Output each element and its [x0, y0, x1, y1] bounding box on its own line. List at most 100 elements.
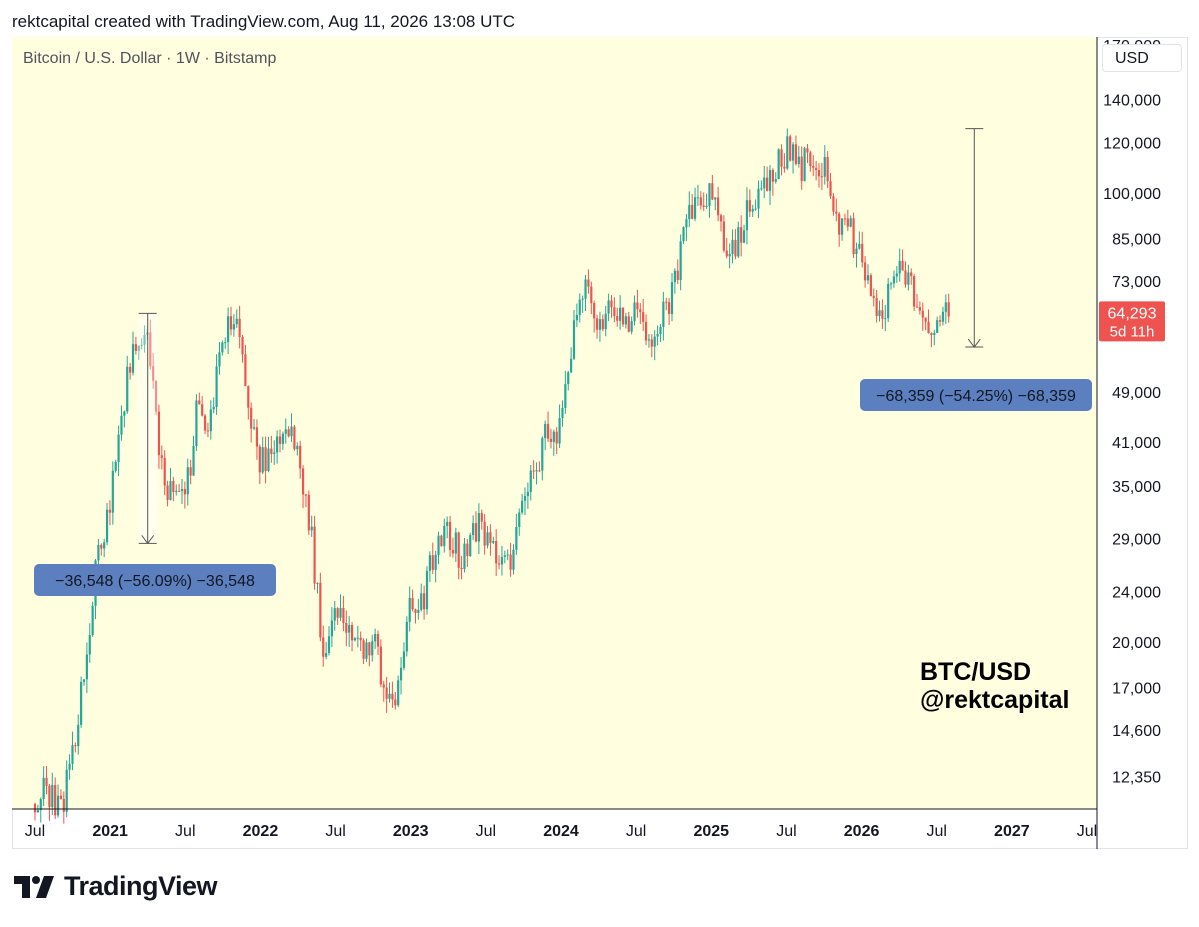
candle-body	[385, 687, 388, 699]
candle-body	[428, 555, 431, 571]
candle-body	[500, 556, 504, 565]
price-axis: 170,000140,000120,000100,00085,00073,000…	[1096, 37, 1161, 849]
candle-body	[670, 282, 674, 315]
price-tick-label: 140,000	[1103, 92, 1161, 109]
candle-body	[815, 167, 818, 171]
candle-body	[570, 358, 573, 373]
candle-body	[319, 582, 322, 638]
candle-body	[904, 270, 907, 285]
candle-body	[371, 641, 374, 656]
candle-body	[172, 481, 175, 493]
candle-body	[866, 275, 870, 281]
candle-body	[486, 532, 489, 546]
candle-body	[310, 526, 313, 531]
candle-body	[134, 344, 137, 351]
candle-body	[45, 777, 48, 786]
candle-body	[650, 339, 653, 347]
candle-body	[336, 608, 339, 618]
candle-body	[598, 319, 602, 330]
candle-body	[708, 183, 711, 206]
candle-body	[665, 301, 668, 303]
candle-body	[846, 218, 849, 227]
measurements: −36,548 (−56.09%) −36,548 −68,359 (−54.25…	[34, 128, 1092, 596]
watermark-author: @rektcapital	[920, 686, 1070, 714]
candle-body	[552, 431, 555, 442]
candle-body	[394, 699, 397, 706]
candle-body	[345, 622, 348, 633]
candle-body	[601, 319, 604, 330]
candle-body	[526, 491, 529, 497]
candle-body	[714, 197, 717, 200]
candle-body	[281, 433, 284, 444]
candle-body	[232, 324, 235, 330]
candle-body	[702, 205, 705, 207]
candle-body	[36, 810, 39, 813]
candle-body	[757, 188, 760, 209]
candle-body	[376, 634, 380, 647]
candle-body	[838, 213, 841, 235]
candle-body	[572, 320, 576, 359]
candle-body	[111, 470, 114, 513]
candle-body	[267, 448, 270, 472]
currency-button[interactable]: USD	[1102, 44, 1182, 72]
candle-body	[126, 366, 129, 412]
candle-body	[892, 276, 896, 284]
price-tick-label: 14,600	[1112, 723, 1161, 740]
candle-body	[766, 177, 769, 191]
candle-body	[322, 637, 325, 657]
price-tick-label: 41,000	[1112, 435, 1161, 452]
candle-body	[616, 316, 619, 321]
candle-body	[673, 270, 676, 283]
candle-body	[604, 313, 607, 330]
candle-body	[621, 307, 625, 325]
candle-body	[270, 448, 273, 454]
candle-body	[477, 513, 480, 542]
time-tick-label: 2024	[543, 823, 579, 840]
candle-body	[809, 152, 812, 167]
candle-body	[183, 488, 186, 495]
candle-body	[843, 218, 847, 220]
candle-body	[451, 549, 455, 554]
candle-body	[722, 221, 725, 251]
time-tick-label: Jul	[476, 823, 496, 840]
candle-body	[861, 243, 864, 263]
candle-body	[186, 467, 189, 495]
candle-body	[65, 769, 68, 812]
candle-body	[653, 336, 656, 347]
candle-body	[103, 542, 106, 549]
candle-body	[705, 205, 708, 207]
candle-body	[872, 295, 875, 298]
price-tick-label: 17,000	[1112, 681, 1161, 698]
candle-body	[561, 407, 564, 419]
candle-body	[829, 181, 832, 197]
time-tick-label: 2026	[844, 823, 880, 840]
candle-body	[786, 136, 789, 169]
price-tick-label: 24,000	[1112, 584, 1161, 601]
candle-body	[509, 554, 512, 570]
candle-body	[203, 415, 207, 431]
candle-body	[682, 227, 685, 242]
symbol-title[interactable]: Bitcoin / U.S. Dollar · 1W · Bitstamp	[23, 50, 277, 67]
candle-body	[927, 321, 930, 334]
candle-body	[353, 638, 357, 641]
candle-body	[77, 724, 80, 747]
candle-body	[719, 215, 723, 222]
candle-body	[590, 286, 593, 304]
candle-body	[166, 485, 169, 500]
candle-body	[881, 310, 884, 319]
candle-body	[840, 218, 844, 235]
candle-body	[748, 200, 751, 212]
candle-body	[535, 470, 538, 472]
candle-body	[379, 646, 382, 685]
candle-body	[489, 532, 492, 543]
candle-body	[717, 197, 720, 216]
candle-body	[864, 262, 867, 281]
candle-body	[676, 270, 679, 281]
candle-body	[711, 183, 714, 200]
candle-body	[180, 488, 184, 492]
candle-body	[437, 535, 440, 555]
candle-body	[108, 509, 112, 513]
plot-area[interactable]	[12, 37, 1097, 809]
candle-body	[518, 512, 521, 528]
